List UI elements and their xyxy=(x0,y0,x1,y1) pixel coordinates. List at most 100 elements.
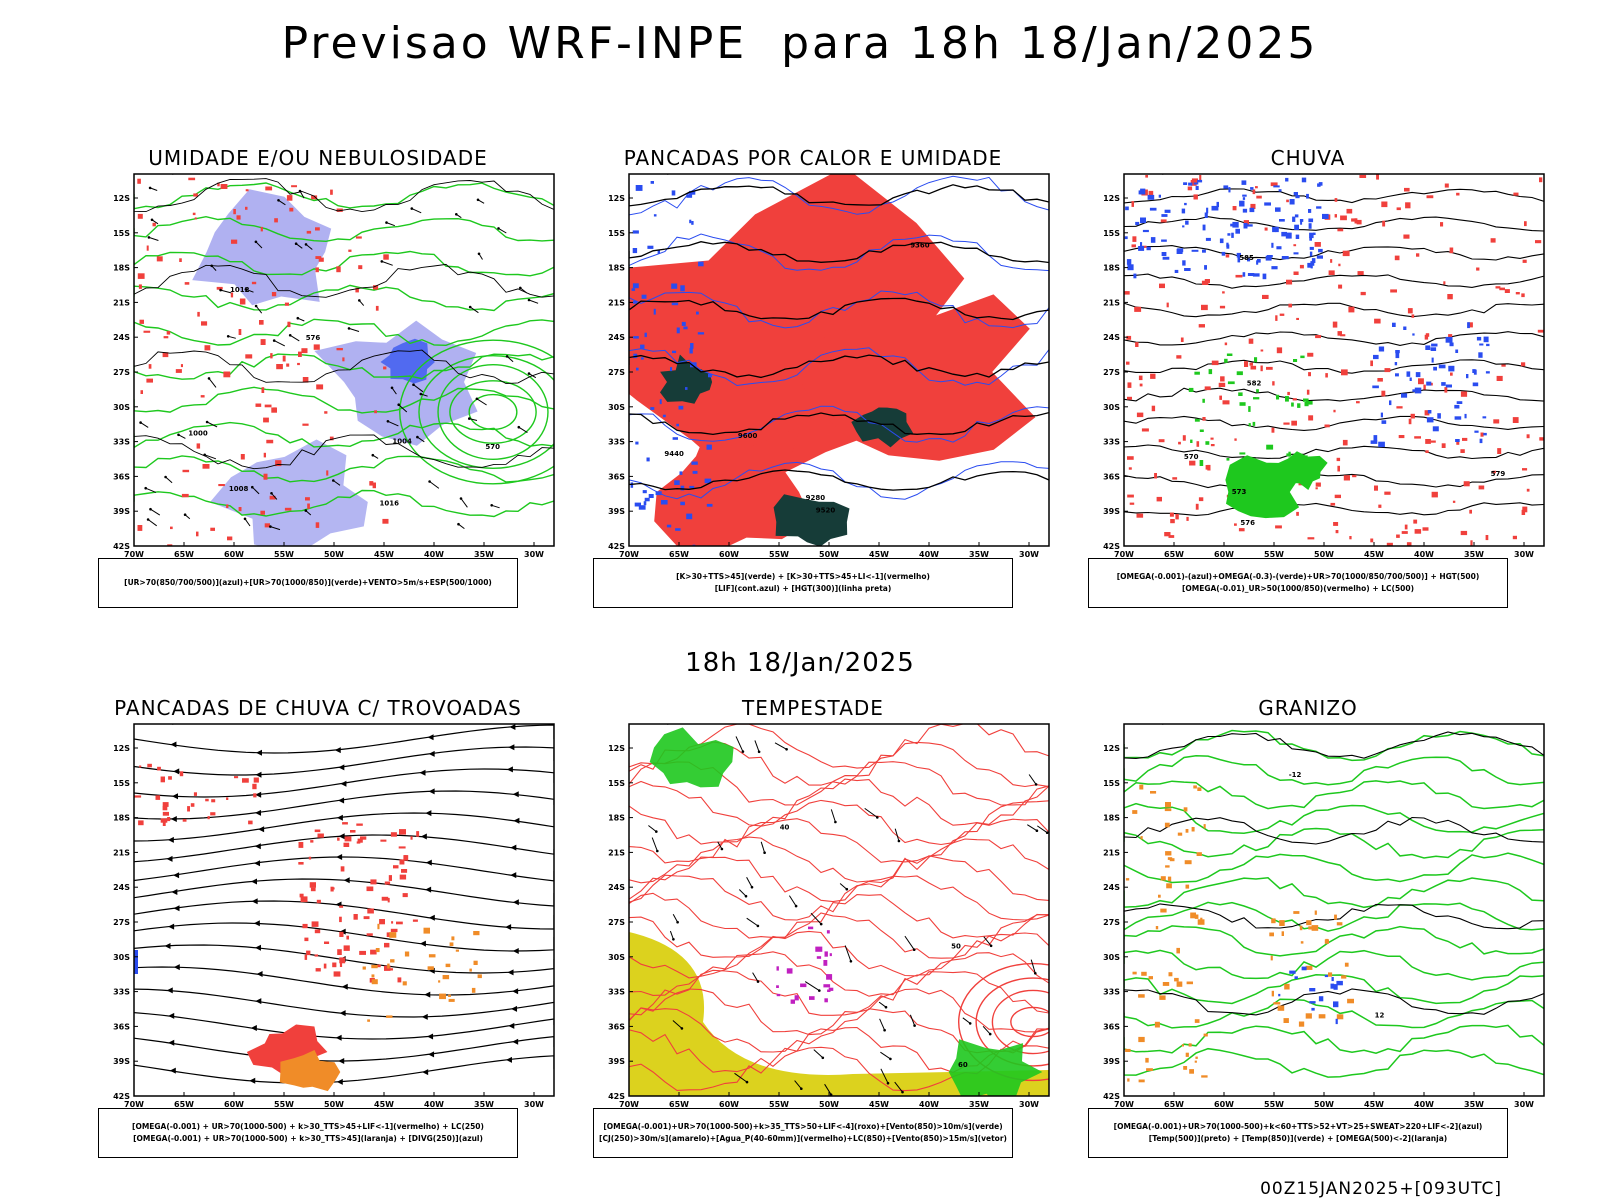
thickness-label-red xyxy=(251,281,257,285)
storm-cell-red xyxy=(323,963,327,969)
storm-cell-red xyxy=(387,897,390,903)
rain-cell-red xyxy=(1148,190,1154,196)
x-tick-label: 35W xyxy=(474,1100,494,1109)
rain-cell-blue xyxy=(1430,347,1437,351)
rain-cell-green xyxy=(1199,460,1204,466)
streamline-arrow xyxy=(173,768,180,775)
thickness-label-red xyxy=(342,357,345,362)
rain-cell-red xyxy=(1132,236,1137,242)
rain-cell-red xyxy=(1406,542,1412,546)
legend-line: [K>30+TTS>45](verde) + [K>30+TTS>45+LI<-… xyxy=(676,572,930,581)
rain-cell-red xyxy=(1189,460,1196,466)
rain-cell-red xyxy=(1328,270,1335,275)
vector-head xyxy=(296,316,300,320)
rain-cell-green xyxy=(1194,418,1200,422)
vector-head xyxy=(477,252,481,256)
storm-cell-red xyxy=(339,962,343,967)
x-tick-label: 55W xyxy=(274,1100,294,1109)
thickness-label-red xyxy=(217,182,220,187)
thickness-label-red xyxy=(146,245,149,251)
hail-cell-blue xyxy=(1309,988,1316,992)
rain-cell-red xyxy=(1262,294,1269,299)
rain-cell-red xyxy=(1172,477,1178,480)
rain-cell-red xyxy=(1513,192,1519,196)
rain-cell-red xyxy=(1469,509,1472,514)
rain-cell-blue xyxy=(1474,430,1479,433)
rain-cell-blue xyxy=(1184,202,1187,206)
streamline-arrow xyxy=(254,843,261,850)
rain-cell-red xyxy=(1447,294,1453,300)
humidity-contour-green xyxy=(134,455,554,483)
thickness-label-red xyxy=(201,321,208,326)
rain-cell-red xyxy=(1440,222,1444,227)
storm-cell-red xyxy=(390,832,397,837)
thickness-label-red xyxy=(305,497,310,501)
thickness-label-red xyxy=(260,226,263,232)
streamline-arrow xyxy=(339,1010,346,1017)
omega-cell-orange xyxy=(1299,925,1303,931)
hail-cell-blue xyxy=(1336,980,1343,986)
vector-head xyxy=(139,421,142,424)
wind-vector xyxy=(844,945,852,962)
rain-cell-green xyxy=(1266,444,1274,450)
vector-head xyxy=(1034,972,1037,975)
storm-cell-red xyxy=(155,795,161,800)
omega-cell-orange xyxy=(1197,919,1205,925)
streamline-arrow xyxy=(506,766,513,773)
rain-area-green xyxy=(1277,451,1328,490)
map-layers: 1008 1004 1000 1012 1016 570 576 xyxy=(134,174,554,546)
hgt-contour-black xyxy=(1124,331,1544,346)
hgt-contour-black xyxy=(1124,473,1544,489)
y-tick-label: 33S xyxy=(608,438,625,447)
instability-area-green xyxy=(851,407,914,448)
lif-contour-blue xyxy=(662,414,666,418)
omega-cell-orange xyxy=(1203,824,1206,829)
hail-cell-blue xyxy=(1324,974,1328,978)
thickness-label-red xyxy=(348,249,352,252)
rain-cell-red xyxy=(1493,419,1500,424)
x-tick-label: 55W xyxy=(769,1100,789,1109)
wind-vector xyxy=(491,504,500,509)
rain-cell-red xyxy=(1359,174,1367,178)
wind-vector xyxy=(528,299,539,304)
thickness-label-red xyxy=(318,257,324,262)
storm-cell-red xyxy=(402,893,408,898)
map-plot: 1008 1004 1000 1012 1016 570 576 12S 15S 18S 21S 24… xyxy=(113,173,555,559)
omega-cell-orange xyxy=(1328,972,1333,977)
vector-head xyxy=(371,453,375,457)
severe-cell-purple xyxy=(824,951,828,957)
thickness-label-red xyxy=(373,285,379,290)
map-layers: 582 585 579 576 573 570 xyxy=(1124,174,1544,546)
vector-head xyxy=(277,199,280,202)
rain-cell-red xyxy=(1378,504,1382,508)
storm-cell-red xyxy=(298,862,304,865)
omega-cell-orange xyxy=(1167,876,1172,882)
omega-cell-orange xyxy=(1138,1036,1145,1043)
storm-cell-red xyxy=(330,886,334,892)
storm-cell-red xyxy=(242,778,249,783)
rain-cell-red xyxy=(1337,465,1340,472)
thickness-label-red xyxy=(143,330,151,333)
rain-cell-red xyxy=(1151,405,1156,412)
wind-vector xyxy=(305,244,313,250)
thickness-label-red xyxy=(358,265,363,270)
rain-cell-blue xyxy=(1276,246,1282,250)
rain-cell-blue xyxy=(1466,374,1469,379)
thickness-label-red xyxy=(289,207,294,212)
vector-head xyxy=(849,960,853,963)
rain-cell-red xyxy=(1539,437,1544,441)
y-tick-label: 30S xyxy=(113,403,130,412)
y-tick-label: 39S xyxy=(113,1057,130,1066)
thickness-label-red xyxy=(210,527,215,531)
rain-cell-red xyxy=(1394,255,1400,261)
y-tick-label: 30S xyxy=(1103,403,1120,412)
omega-cell-orange xyxy=(1140,836,1143,840)
y-tick-label: 33S xyxy=(113,438,130,447)
wind-vector xyxy=(398,404,408,413)
omega-cell-orange xyxy=(1277,1005,1285,1011)
rain-cell-blue xyxy=(1202,249,1206,253)
omega-cell-orange xyxy=(1201,1075,1208,1078)
thickness-label-red xyxy=(383,366,387,370)
streamline-arrow xyxy=(512,899,519,906)
rain-cell-red xyxy=(1430,440,1436,443)
